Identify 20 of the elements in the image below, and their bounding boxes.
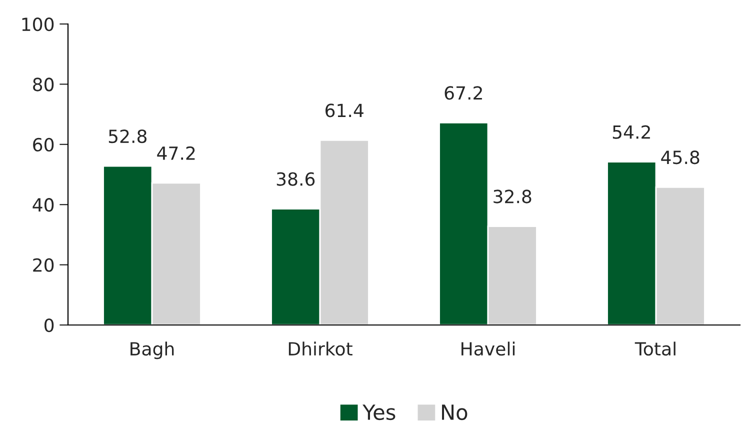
data-label: 38.6 <box>276 172 315 186</box>
data-label: 47.2 <box>157 146 195 160</box>
x-tick-label: Bagh <box>130 342 174 360</box>
y-tick-label: 0 <box>44 318 54 332</box>
x-tick-label: Dhirkot <box>288 342 352 356</box>
y-tick-label: 60 <box>33 138 54 152</box>
y-tick-label: 20 <box>33 258 54 272</box>
y-tick-label: 40 <box>32 198 54 212</box>
legend-label: Yes <box>362 404 396 420</box>
x-tick-label: Haveli <box>462 342 515 356</box>
data-label: 54.2 <box>612 125 650 139</box>
data-label: 67.2 <box>444 86 482 100</box>
data-label: 52.8 <box>108 129 147 144</box>
data-label: 45.8 <box>661 150 700 164</box>
y-tick-label: 100 <box>22 17 54 32</box>
data-label: 32.8 <box>494 190 532 204</box>
y-tick-label: 80 <box>33 78 54 92</box>
x-tick-label: Total <box>634 342 676 356</box>
legend-label: No <box>442 404 468 420</box>
data-label: 61.4 <box>326 104 364 118</box>
